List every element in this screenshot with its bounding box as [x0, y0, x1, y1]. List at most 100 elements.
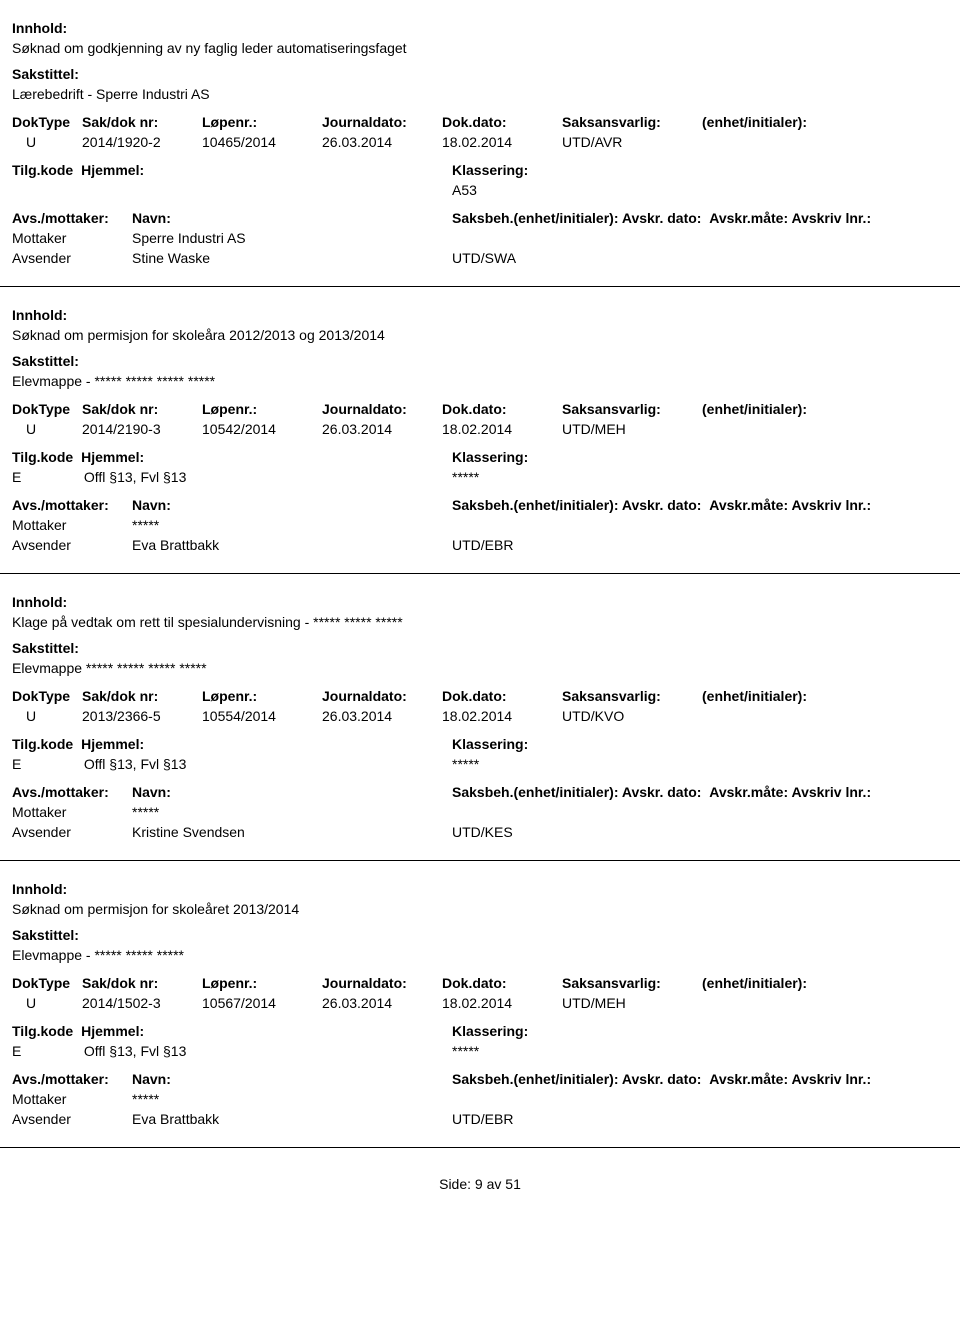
page-footer: Side: 9 av 51: [0, 1176, 960, 1192]
sakstittel-text: Elevmappe - ***** ***** *****: [12, 947, 948, 963]
dokdato-value: 18.02.2014: [442, 708, 562, 724]
lopenr-value: 10554/2014: [202, 708, 322, 724]
sakdok-header: Sak/dok nr:: [82, 401, 202, 417]
enhet-header: (enhet/initialer):: [702, 975, 832, 991]
innhold-label: Innhold:: [12, 881, 948, 897]
mottaker-code: [452, 517, 582, 533]
hjemmel-value: Offl §13, Fvl §13: [84, 1043, 186, 1059]
lopenr-header: Løpenr.:: [202, 688, 322, 704]
column-values: U 2014/1502-3 10567/2014 26.03.2014 18.0…: [12, 995, 948, 1011]
enhet-value: [702, 708, 832, 724]
tilgkode-label: Tilg.kode: [12, 162, 73, 178]
page-sep: av: [487, 1176, 502, 1192]
sakdok-header: Sak/dok nr:: [82, 975, 202, 991]
innhold-label: Innhold:: [12, 307, 948, 323]
avsender-name: Eva Brattbakk: [132, 537, 452, 553]
tilg-klass-headers: Tilg.kode Hjemmel: Klassering:: [12, 1023, 948, 1039]
klassering-value: *****: [452, 469, 479, 485]
mottaker-code: [452, 804, 582, 820]
avsender-name: Kristine Svendsen: [132, 824, 452, 840]
sakstittel-text: Lærebedrift - Sperre Industri AS: [12, 86, 948, 102]
navn-label: Navn:: [132, 1071, 452, 1087]
record-block: Innhold: Klage på vedtak om rett til spe…: [0, 574, 960, 861]
mottaker-row: Mottaker Sperre Industri AS: [12, 230, 948, 246]
lopenr-header: Løpenr.:: [202, 114, 322, 130]
doktype-value: U: [12, 421, 82, 437]
enhet-header: (enhet/initialer):: [702, 401, 832, 417]
record-block: Innhold: Søknad om permisjon for skoleår…: [0, 287, 960, 574]
dokdato-header: Dok.dato:: [442, 975, 562, 991]
tilg-klass-values: A53: [12, 182, 948, 198]
mottaker-name: *****: [132, 804, 452, 820]
avs-mottaker-headers: Avs./mottaker: Navn: Saksbeh.(enhet/init…: [12, 784, 948, 800]
sakstittel-label: Sakstittel:: [12, 640, 948, 656]
tilgkode-label: Tilg.kode: [12, 449, 73, 465]
mottaker-row: Mottaker *****: [12, 1091, 948, 1107]
avs-mottaker-label: Avs./mottaker:: [12, 497, 132, 513]
doktype-header: DokType: [12, 114, 82, 130]
sakdok-value: 2013/2366-5: [82, 708, 202, 724]
mottaker-name: *****: [132, 517, 452, 533]
page-current: 9: [475, 1176, 483, 1192]
hjemmel-value: Offl §13, Fvl §13: [84, 469, 186, 485]
sakstittel-label: Sakstittel:: [12, 353, 948, 369]
avsender-code: UTD/EBR: [452, 537, 582, 553]
avsender-name: Stine Waske: [132, 250, 452, 266]
sakdok-header: Sak/dok nr:: [82, 114, 202, 130]
klassering-value: A53: [452, 182, 477, 198]
mottaker-role: Mottaker: [12, 1091, 132, 1107]
avs-mottaker-headers: Avs./mottaker: Navn: Saksbeh.(enhet/init…: [12, 497, 948, 513]
page-total: 51: [505, 1176, 521, 1192]
sakdok-value: 2014/1502-3: [82, 995, 202, 1011]
mottaker-role: Mottaker: [12, 230, 132, 246]
avs-mottaker-label: Avs./mottaker:: [12, 784, 132, 800]
innhold-label: Innhold:: [12, 594, 948, 610]
klassering-label: Klassering:: [452, 1023, 528, 1039]
lopenr-header: Løpenr.:: [202, 975, 322, 991]
side-label: Side:: [439, 1176, 471, 1192]
dokdato-value: 18.02.2014: [442, 421, 562, 437]
hjemmel-value: Offl §13, Fvl §13: [84, 756, 186, 772]
doktype-value: U: [12, 708, 82, 724]
navn-label: Navn:: [132, 210, 452, 226]
journaldato-header: Journaldato:: [322, 975, 442, 991]
mottaker-code: [452, 1091, 582, 1107]
dokdato-header: Dok.dato:: [442, 401, 562, 417]
saksansvarlig-value: UTD/MEH: [562, 421, 702, 437]
mottaker-row: Mottaker *****: [12, 517, 948, 533]
record-block: Innhold: Søknad om godkjenning av ny fag…: [0, 0, 960, 287]
avsender-role: Avsender: [12, 1111, 132, 1127]
innhold-label: Innhold:: [12, 20, 948, 36]
sakdok-header: Sak/dok nr:: [82, 688, 202, 704]
enhet-header: (enhet/initialer):: [702, 114, 832, 130]
mottaker-role: Mottaker: [12, 804, 132, 820]
avsender-role: Avsender: [12, 537, 132, 553]
lopenr-value: 10465/2014: [202, 134, 322, 150]
innhold-text: Klage på vedtak om rett til spesialunder…: [12, 614, 948, 630]
avsender-row: Avsender Stine Waske UTD/SWA: [12, 250, 948, 266]
saksansvarlig-value: UTD/KVO: [562, 708, 702, 724]
journaldato-value: 26.03.2014: [322, 134, 442, 150]
sakstittel-label: Sakstittel:: [12, 66, 948, 82]
tilg-klass-headers: Tilg.kode Hjemmel: Klassering:: [12, 449, 948, 465]
doktype-header: DokType: [12, 401, 82, 417]
column-headers: DokType Sak/dok nr: Løpenr.: Journaldato…: [12, 975, 948, 991]
dokdato-value: 18.02.2014: [442, 995, 562, 1011]
saksbeh-header: Saksbeh.(enhet/initialer): Avskr. dato: …: [452, 210, 948, 226]
tilg-klass-headers: Tilg.kode Hjemmel: Klassering:: [12, 736, 948, 752]
avsender-name: Eva Brattbakk: [132, 1111, 452, 1127]
avsender-role: Avsender: [12, 824, 132, 840]
klassering-label: Klassering:: [452, 162, 528, 178]
hjemmel-label: Hjemmel:: [81, 162, 144, 178]
hjemmel-label: Hjemmel:: [81, 1023, 144, 1039]
sakdok-value: 2014/1920-2: [82, 134, 202, 150]
mottaker-name: *****: [132, 1091, 452, 1107]
navn-label: Navn:: [132, 784, 452, 800]
journaldato-value: 26.03.2014: [322, 995, 442, 1011]
tilg-klass-values: E Offl §13, Fvl §13 *****: [12, 756, 948, 772]
avsender-row: Avsender Eva Brattbakk UTD/EBR: [12, 1111, 948, 1127]
column-headers: DokType Sak/dok nr: Løpenr.: Journaldato…: [12, 401, 948, 417]
journaldato-header: Journaldato:: [322, 688, 442, 704]
tilg-klass-values: E Offl §13, Fvl §13 *****: [12, 1043, 948, 1059]
doktype-header: DokType: [12, 688, 82, 704]
